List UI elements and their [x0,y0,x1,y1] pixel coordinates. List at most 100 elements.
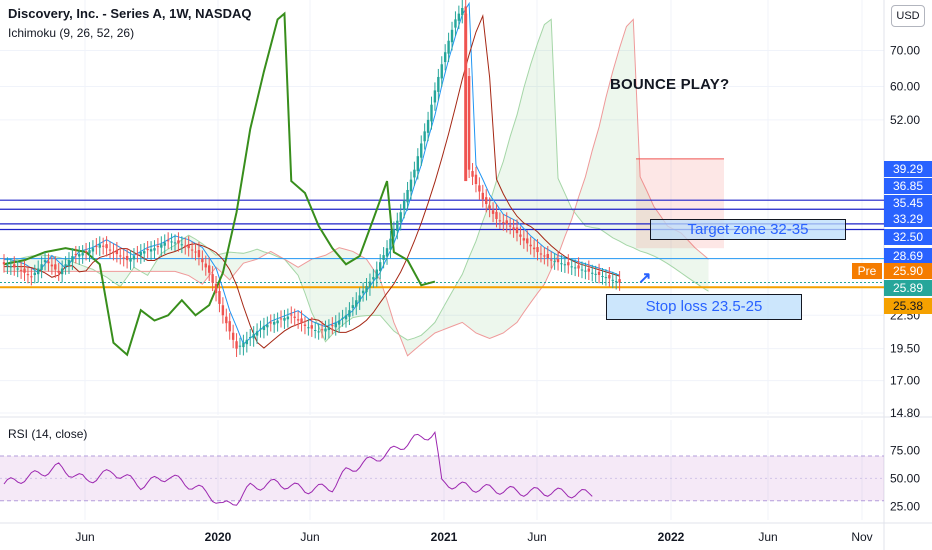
candle-body [50,264,54,267]
candle-body [300,318,303,324]
candle-body [495,211,498,219]
candle-body [211,274,214,283]
candle-body [474,174,478,185]
candle-body [81,253,84,256]
candle-body [426,119,430,133]
candle-body [115,250,119,255]
candle-body [553,261,556,263]
candle-body [156,246,160,248]
candle-body [37,268,40,275]
price-label-tag [884,229,932,245]
candle-body [505,220,508,225]
price-label: 36.85 [893,179,923,193]
candle-body [74,253,78,256]
candle-body [608,275,611,279]
candle-body [440,64,443,79]
candle-body [584,270,587,272]
candle-body [331,325,334,327]
candle-body [255,331,259,336]
candle-body [358,295,361,302]
candle-body [379,262,382,271]
leading-span-a [3,18,709,343]
candle-body [532,247,536,250]
candle-body [98,244,101,248]
price-label-tag [884,161,932,177]
target-zone-label: Target zone 32-35 [650,219,846,240]
candle-body [13,264,16,268]
candle-body [225,316,228,324]
candle-body [64,264,67,267]
candle-body [611,279,614,281]
candle-body [221,305,225,316]
candle-body [125,256,129,261]
candle-body [252,334,255,339]
candle-body [563,264,567,266]
x-tick-label: Jun [300,530,319,544]
candle-body [502,222,505,224]
candle-body [40,264,43,270]
candle-body [423,131,426,142]
candle-body [26,274,30,276]
candle-body [201,258,204,263]
rsi-pane [0,430,884,506]
candle-body [272,321,276,325]
candle-body [567,262,570,266]
candle-body [204,263,207,268]
candle-body [344,315,348,320]
candle-body [457,13,461,21]
indicator-label: Ichimoku (9, 26, 52, 26) [8,26,135,40]
candle-body [242,342,245,348]
x-tick-label: 2021 [431,530,458,544]
candle-body [170,241,173,243]
candle-body [550,259,553,261]
lagging-span [3,11,436,357]
rsi-tick-label: 25.00 [890,499,920,513]
price-label: 25.38 [893,299,923,313]
candle-body [573,267,577,269]
candle-body [228,321,231,332]
candle-body [536,247,539,253]
candle-body [173,242,177,244]
candle-body [290,314,293,316]
x-tick-label: 2020 [205,530,232,544]
candle-body [84,250,88,253]
candle-body [539,253,543,255]
price-label-tag [884,298,932,314]
candle-body [351,305,355,309]
y-tick-label: 19.50 [890,342,920,356]
candle-body [512,227,515,230]
candle-body [180,244,184,246]
price-label-tag [884,263,932,279]
candle-body [2,262,6,265]
currency-button[interactable]: USD [891,5,925,27]
candle-body [420,143,423,158]
candle-body [67,260,71,266]
candle-body [266,324,269,328]
candle-body [375,269,378,279]
candle-body [317,331,320,333]
candle-body [197,250,201,258]
candle-body [402,200,406,211]
price-label-tag [884,248,932,264]
candle-body [337,320,341,325]
candle-body [618,279,621,283]
candle-body [560,263,563,265]
candle-body [471,171,474,177]
candle-body [587,268,591,272]
candle-body [33,272,36,275]
candle-body [577,265,580,269]
candle-body [526,238,529,244]
horizontal-levels [0,199,884,289]
candle-body [324,328,327,332]
candle-body [149,249,153,252]
candle-body [368,281,372,288]
up-arrow-icon: ↗ [638,270,652,287]
candle-body [522,238,526,241]
candle-body [355,300,358,307]
pre-tag [852,263,882,279]
candle-body [601,276,604,278]
y-tick-label: 17.00 [890,374,920,388]
candle-body [461,8,464,16]
candle-body [515,227,519,234]
candle-body [279,318,283,320]
